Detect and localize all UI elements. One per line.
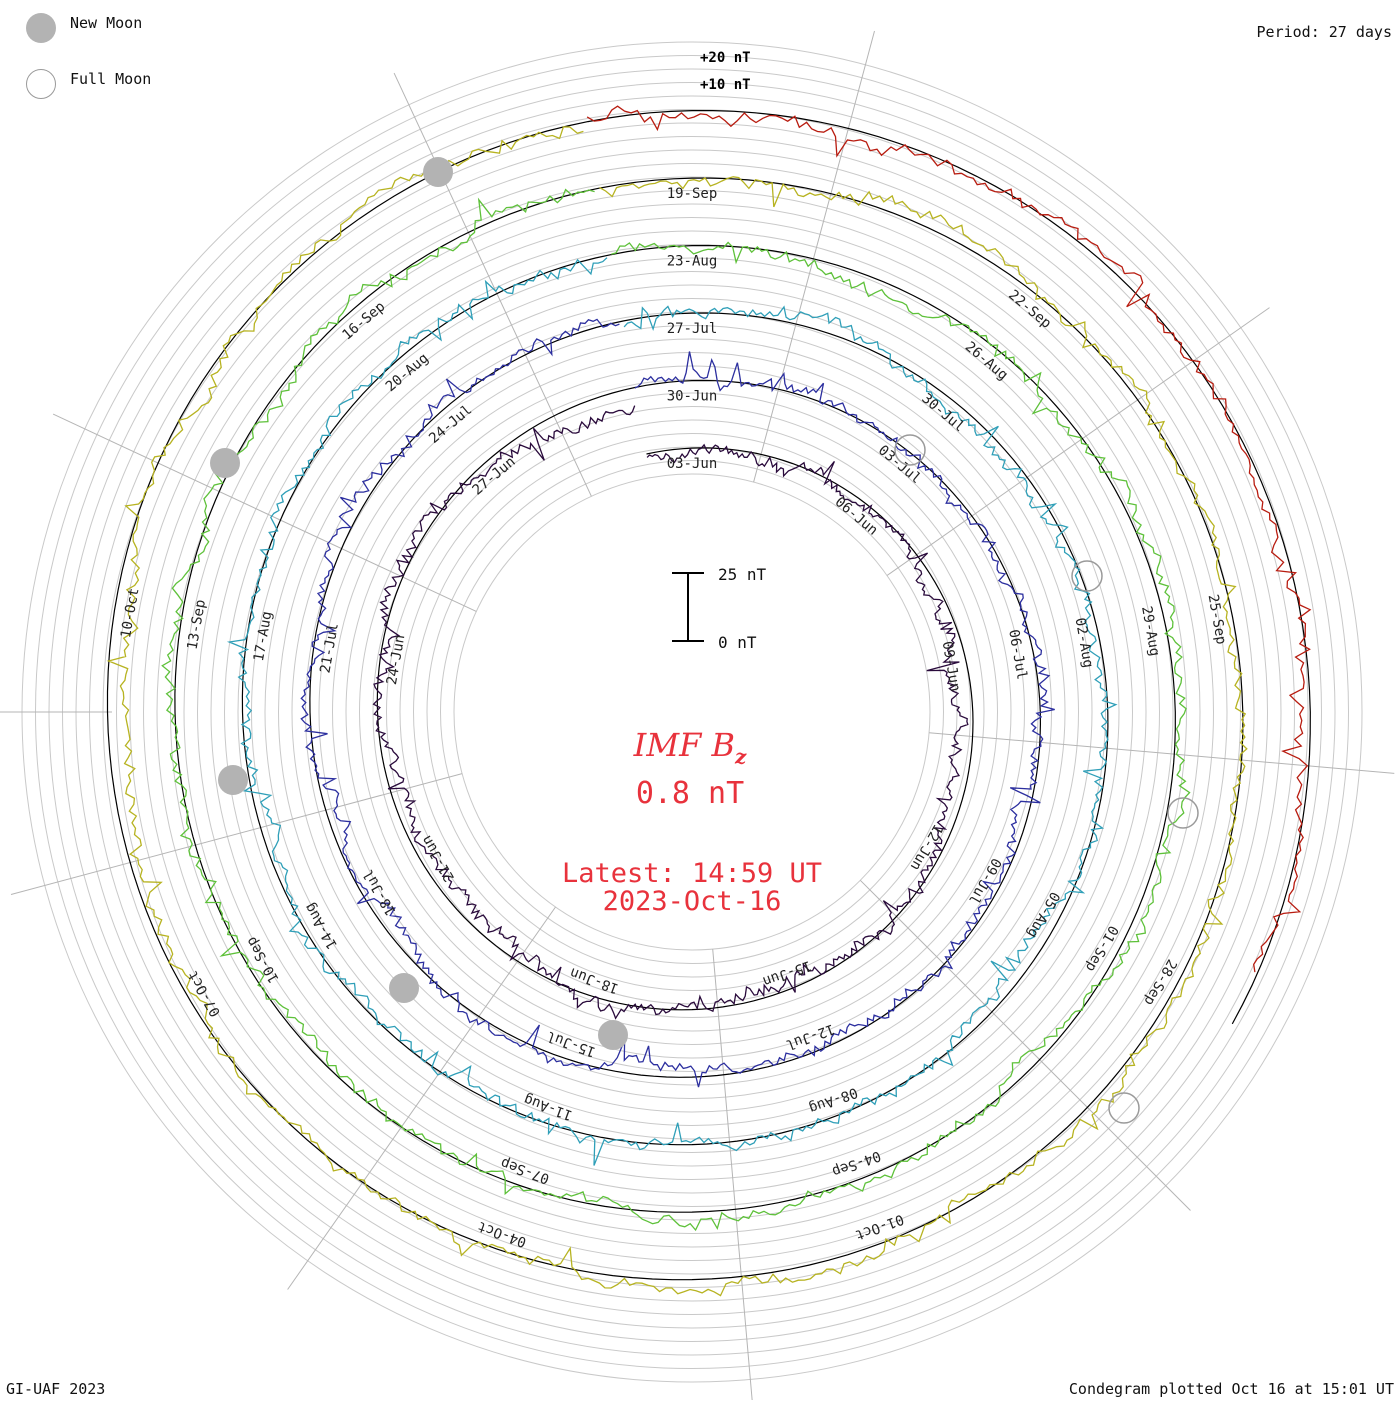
date-label: 12-Jul [784,1020,837,1052]
grid-spoke [52,413,477,612]
series-line-turn-1 [372,405,969,1020]
full-moon-marker [1108,1092,1140,1124]
grid-circle [440,460,944,964]
series-line-turn-6 [586,105,1312,973]
grid-circle [291,311,1093,1113]
grid-spoke [753,30,875,483]
grid-spoke [859,879,1191,1211]
grid-circle [183,203,1201,1221]
grid-circle [264,284,1120,1140]
grid-circle [156,176,1228,1248]
grid-circle [170,190,1214,1234]
date-label: 18-Jun [568,964,621,996]
date-label: 28-Sep [1140,956,1179,1008]
grid-circle [359,379,1025,1045]
plotted-timestamp: Condegram plotted Oct 16 at 15:01 UT [1068,1380,1394,1398]
chart-title-main: IMF B [633,726,735,764]
current-value: 0.8 nT [635,776,745,811]
grid-circle [129,149,1255,1275]
series-layer [106,105,1312,1297]
grid-circle [143,163,1241,1261]
latest-time: Latest: 14:59 UT [561,858,823,889]
full-moon-marker [1167,797,1199,829]
grid-spoke [886,307,1270,576]
scale-top-label: 25 nT [718,565,767,584]
credit-label: GI-UAF 2023 [6,1380,106,1398]
moon-marker-layer [210,157,1199,1124]
date-label: 30-Jun [667,389,718,405]
new-moon-marker [598,1020,628,1050]
grid-spoke [712,949,754,1404]
scale-bar: 25 nT 0 nT [672,565,767,652]
grid-circle [453,473,931,951]
reference-labels: +20 nT +10 nT [700,50,751,93]
date-label: 08-Aug [807,1084,860,1116]
grid-spoke [929,732,1395,774]
series-line-turn-3 [226,257,1118,1166]
grid-circle [399,419,985,1005]
date-label: 15-Jun [760,957,813,989]
date-label: 04-Sep [830,1147,883,1179]
grid-circle [224,244,1160,1180]
reference-label-10: +10 nT [700,77,751,93]
latest-timestamp: Latest: 14:59 UT 2023-Oct-16 [0,860,1384,916]
grid-spoke [393,72,592,497]
date-label: 15-Jul [545,1027,598,1059]
new-moon-marker [423,157,453,187]
date-label: 19-Sep [667,186,718,202]
grid-circle [251,271,1133,1153]
latest-date: 2023-Oct-16 [602,886,782,917]
grid-circle [413,433,971,991]
new-moon-legend-icon [26,13,56,43]
date-label: 07-Sep [499,1154,552,1186]
grid-circle [116,136,1268,1288]
new-moon-marker [218,765,248,795]
grid-circle [318,338,1066,1086]
full-moon-marker [894,434,926,466]
date-label: 04-Oct [476,1218,529,1250]
date-label: 23-Aug [667,254,718,270]
reference-label-20: +20 nT [700,50,751,66]
grid-circle [197,217,1187,1207]
grid-circle [426,446,958,978]
scale-bottom-label: 0 nT [718,633,757,652]
grid-spoke [10,773,463,895]
series-line-turn-5 [106,126,1248,1297]
date-label: 03-Jun [667,456,718,472]
grid-circle [332,352,1052,1072]
full-moon-marker [1071,560,1103,592]
new-moon-marker [210,448,240,478]
full-moon-legend-label: Full Moon [70,70,152,88]
date-label: 01-Oct [853,1211,906,1243]
grid-circle [386,406,998,1018]
full-moon-legend-icon [26,69,56,99]
chart-title-subscript: z [734,744,747,769]
zero-reference-spiral [106,110,1311,1281]
new-moon-marker [389,973,419,1003]
series-line-turn-4 [161,188,1191,1232]
grid-circle [237,257,1147,1167]
reference-spiral-layer [106,110,1311,1281]
grid-circle [210,230,1174,1194]
date-label-layer: 03-Jun06-Jun09-Jun12-Jun15-Jun18-Jun21-J… [118,186,1229,1250]
new-moon-legend-label: New Moon [70,14,143,32]
grid-layer [0,30,1395,1404]
grid-circle [278,298,1106,1126]
chart-title: IMF Bz [0,726,1380,768]
grid-spoke [287,906,556,1290]
grid-circle [372,392,1012,1032]
date-label: 01-Sep [1082,922,1121,974]
series-line-turn-2 [300,318,1055,1088]
date-label: 27-Jul [667,321,718,337]
period-label: Period: 27 days [1256,23,1392,41]
